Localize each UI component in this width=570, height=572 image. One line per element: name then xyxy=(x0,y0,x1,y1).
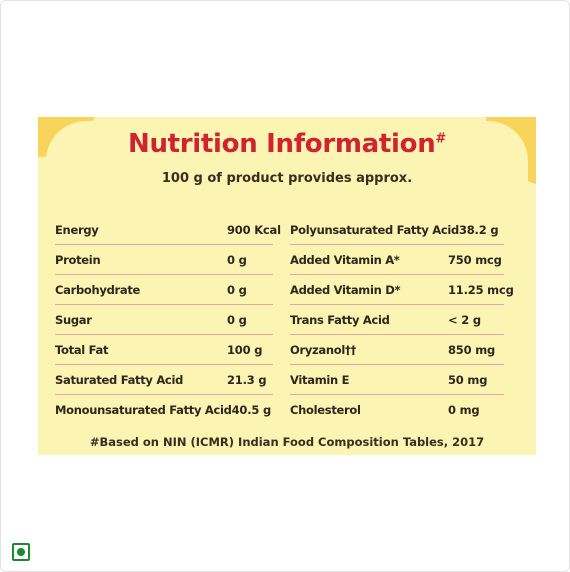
table-row: Oryzanol†† 850 mg xyxy=(290,335,504,365)
nutrient-name: Cholesterol xyxy=(290,402,361,417)
vegetarian-mark-icon xyxy=(12,543,30,561)
nutrient-value: 11.25 mcg xyxy=(448,282,514,297)
table-row: Polyunsaturated Fatty Acid 38.2 g xyxy=(290,215,504,245)
label-subtitle: 100 g of product provides approx. xyxy=(161,171,413,186)
nutrient-name: Added Vitamin D* xyxy=(290,282,401,297)
table-row: Cholesterol 0 mg xyxy=(290,395,504,424)
nutrient-value: 0 mg xyxy=(448,402,480,417)
nutrient-value: 0 g xyxy=(227,252,247,267)
table-row: Monounsaturated Fatty Acid 40.5 g xyxy=(55,395,273,424)
nutrient-name: Monounsaturated Fatty Acid xyxy=(55,402,232,417)
nutrient-name: Total Fat xyxy=(55,342,109,357)
table-row: Carbohydrate 0 g xyxy=(55,275,273,305)
nutrient-value: 0 g xyxy=(227,282,247,297)
panel-inner xyxy=(46,121,528,455)
nutrient-value: 50 mg xyxy=(448,372,488,387)
nutrition-table-left: Energy 900 Kcal Protein 0 g Carbohydrate 0 … xyxy=(55,215,281,424)
table-row: Added Vitamin A* 750 mcg xyxy=(290,245,504,275)
table-row: Sugar 0 g xyxy=(55,305,273,335)
nutrient-name: Saturated Fatty Acid xyxy=(55,372,184,387)
nutrient-value: 0 g xyxy=(227,312,247,327)
nutrient-value: < 2 g xyxy=(448,312,481,327)
nutrient-value: 40.5 g xyxy=(231,402,272,417)
nutrient-value: 750 mcg xyxy=(448,252,502,267)
nutrient-value: 900 Kcal xyxy=(227,222,281,237)
label-title: Nutrition Information# xyxy=(127,129,447,159)
nutrient-value: 21.3 g xyxy=(227,372,267,387)
nutrient-name: Sugar xyxy=(55,312,92,327)
nutrient-name: Carbohydrate xyxy=(55,282,141,297)
nutrient-name: Oryzanol†† xyxy=(290,342,356,357)
nutrition-label-panel: Nutrition Information# 100 g of product … xyxy=(38,117,536,455)
nutrition-table-right: Polyunsaturated Fatty Acid 38.2 g Added V… xyxy=(290,215,514,424)
table-row: Vitamin E 50 mg xyxy=(290,365,504,395)
nutrient-name: Energy xyxy=(55,222,99,237)
nutrient-value: 38.2 g xyxy=(458,222,499,237)
nutrient-value: 850 mg xyxy=(448,342,496,357)
nutrient-name: Vitamin E xyxy=(290,372,350,387)
nutrient-name: Added Vitamin A* xyxy=(290,252,400,267)
table-row: Saturated Fatty Acid 21.3 g xyxy=(55,365,273,395)
table-row: Protein 0 g xyxy=(55,245,273,275)
table-row: Energy 900 Kcal xyxy=(55,215,281,245)
nutrient-name: Trans Fatty Acid xyxy=(290,312,390,327)
table-row: Added Vitamin D* 11.25 mcg xyxy=(290,275,514,305)
nutrient-name: Polyunsaturated Fatty Acid xyxy=(290,222,459,237)
table-row: Total Fat 100 g xyxy=(55,335,273,365)
veg-dot xyxy=(17,548,25,556)
nutrient-value: 100 g xyxy=(227,342,263,357)
nutrient-name: Protein xyxy=(55,252,101,267)
label-footnote: #Based on NIN (ICMR) Indian Food Composi… xyxy=(89,435,485,449)
table-row: Trans Fatty Acid < 2 g xyxy=(290,305,504,335)
